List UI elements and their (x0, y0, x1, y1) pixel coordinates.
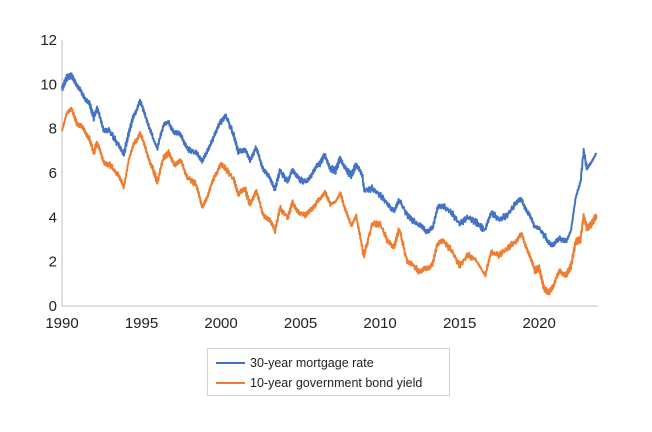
x-tick-label: 1990 (45, 315, 78, 332)
y-tick-label: 10 (40, 76, 57, 93)
series-lines (61, 72, 598, 296)
y-tick-label: 8 (49, 121, 57, 138)
x-tick-label: 2000 (204, 315, 237, 332)
legend-item-mortgage: 30-year mortgage rate (216, 354, 374, 372)
x-tick-label: 2020 (522, 315, 555, 332)
x-tick-labels: 1990 1995 2000 2005 2010 2015 2020 (45, 315, 556, 332)
y-tick-label: 4 (49, 209, 57, 226)
x-tick-label: 2005 (284, 315, 317, 332)
y-tick-labels: 0 2 4 6 8 10 12 (40, 32, 57, 315)
y-tick-label: 12 (40, 32, 57, 49)
legend: 30-year mortgage rate 10-year government… (207, 348, 450, 396)
y-tick-label: 0 (49, 298, 57, 315)
legend-item-bond: 10-year government bond yield (216, 374, 422, 392)
mortgage-rate-line (61, 72, 598, 248)
bond-yield-line (61, 106, 598, 296)
x-tick-label: 2015 (443, 315, 476, 332)
legend-label-mortgage: 30-year mortgage rate (250, 356, 374, 370)
y-tick-label: 2 (49, 254, 57, 271)
x-tick-label: 2010 (363, 315, 396, 332)
x-tick-label: 1995 (125, 315, 158, 332)
legend-swatch-mortgage (216, 362, 245, 364)
y-tick-label: 6 (49, 165, 57, 182)
legend-label-bond: 10-year government bond yield (250, 376, 423, 390)
legend-swatch-bond (216, 382, 245, 384)
